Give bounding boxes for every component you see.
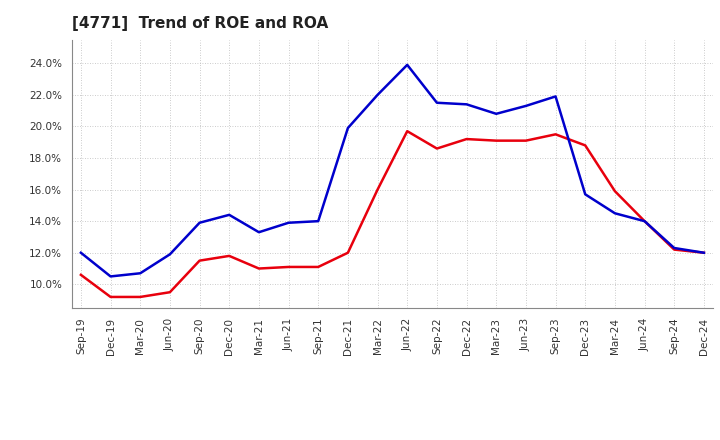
ROE <box>284 264 293 270</box>
ROE <box>492 138 500 143</box>
ROA <box>76 250 85 255</box>
ROA <box>107 274 115 279</box>
ROE <box>107 294 115 300</box>
ROE <box>611 188 619 194</box>
ROA <box>136 271 145 276</box>
ROE <box>521 138 530 143</box>
Line: ROE: ROE <box>81 131 704 297</box>
ROE <box>225 253 233 259</box>
ROE <box>670 247 678 252</box>
ROA <box>225 212 233 217</box>
ROA <box>343 125 352 131</box>
ROA <box>640 219 649 224</box>
Text: [4771]  Trend of ROE and ROA: [4771] Trend of ROE and ROA <box>72 16 328 32</box>
ROA <box>670 246 678 251</box>
ROA <box>284 220 293 225</box>
ROA <box>700 250 708 255</box>
ROE <box>136 294 145 300</box>
ROE <box>552 132 560 137</box>
ROE <box>462 136 471 142</box>
ROA <box>492 111 500 117</box>
ROE <box>255 266 264 271</box>
ROE <box>581 143 590 148</box>
ROA <box>195 220 204 225</box>
ROE <box>403 128 412 134</box>
ROE <box>343 250 352 255</box>
ROA <box>255 230 264 235</box>
ROE <box>166 290 174 295</box>
ROA <box>373 92 382 98</box>
ROA <box>581 192 590 197</box>
ROA <box>314 219 323 224</box>
ROE <box>433 146 441 151</box>
ROE <box>700 250 708 255</box>
ROA <box>403 62 412 67</box>
ROE <box>640 219 649 224</box>
ROA <box>433 100 441 106</box>
ROA <box>552 94 560 99</box>
ROA <box>611 211 619 216</box>
Line: ROA: ROA <box>81 65 704 276</box>
ROE <box>373 187 382 192</box>
ROA <box>462 102 471 107</box>
ROA <box>521 103 530 109</box>
ROE <box>76 272 85 278</box>
ROE <box>314 264 323 270</box>
ROE <box>195 258 204 263</box>
ROA <box>166 252 174 257</box>
